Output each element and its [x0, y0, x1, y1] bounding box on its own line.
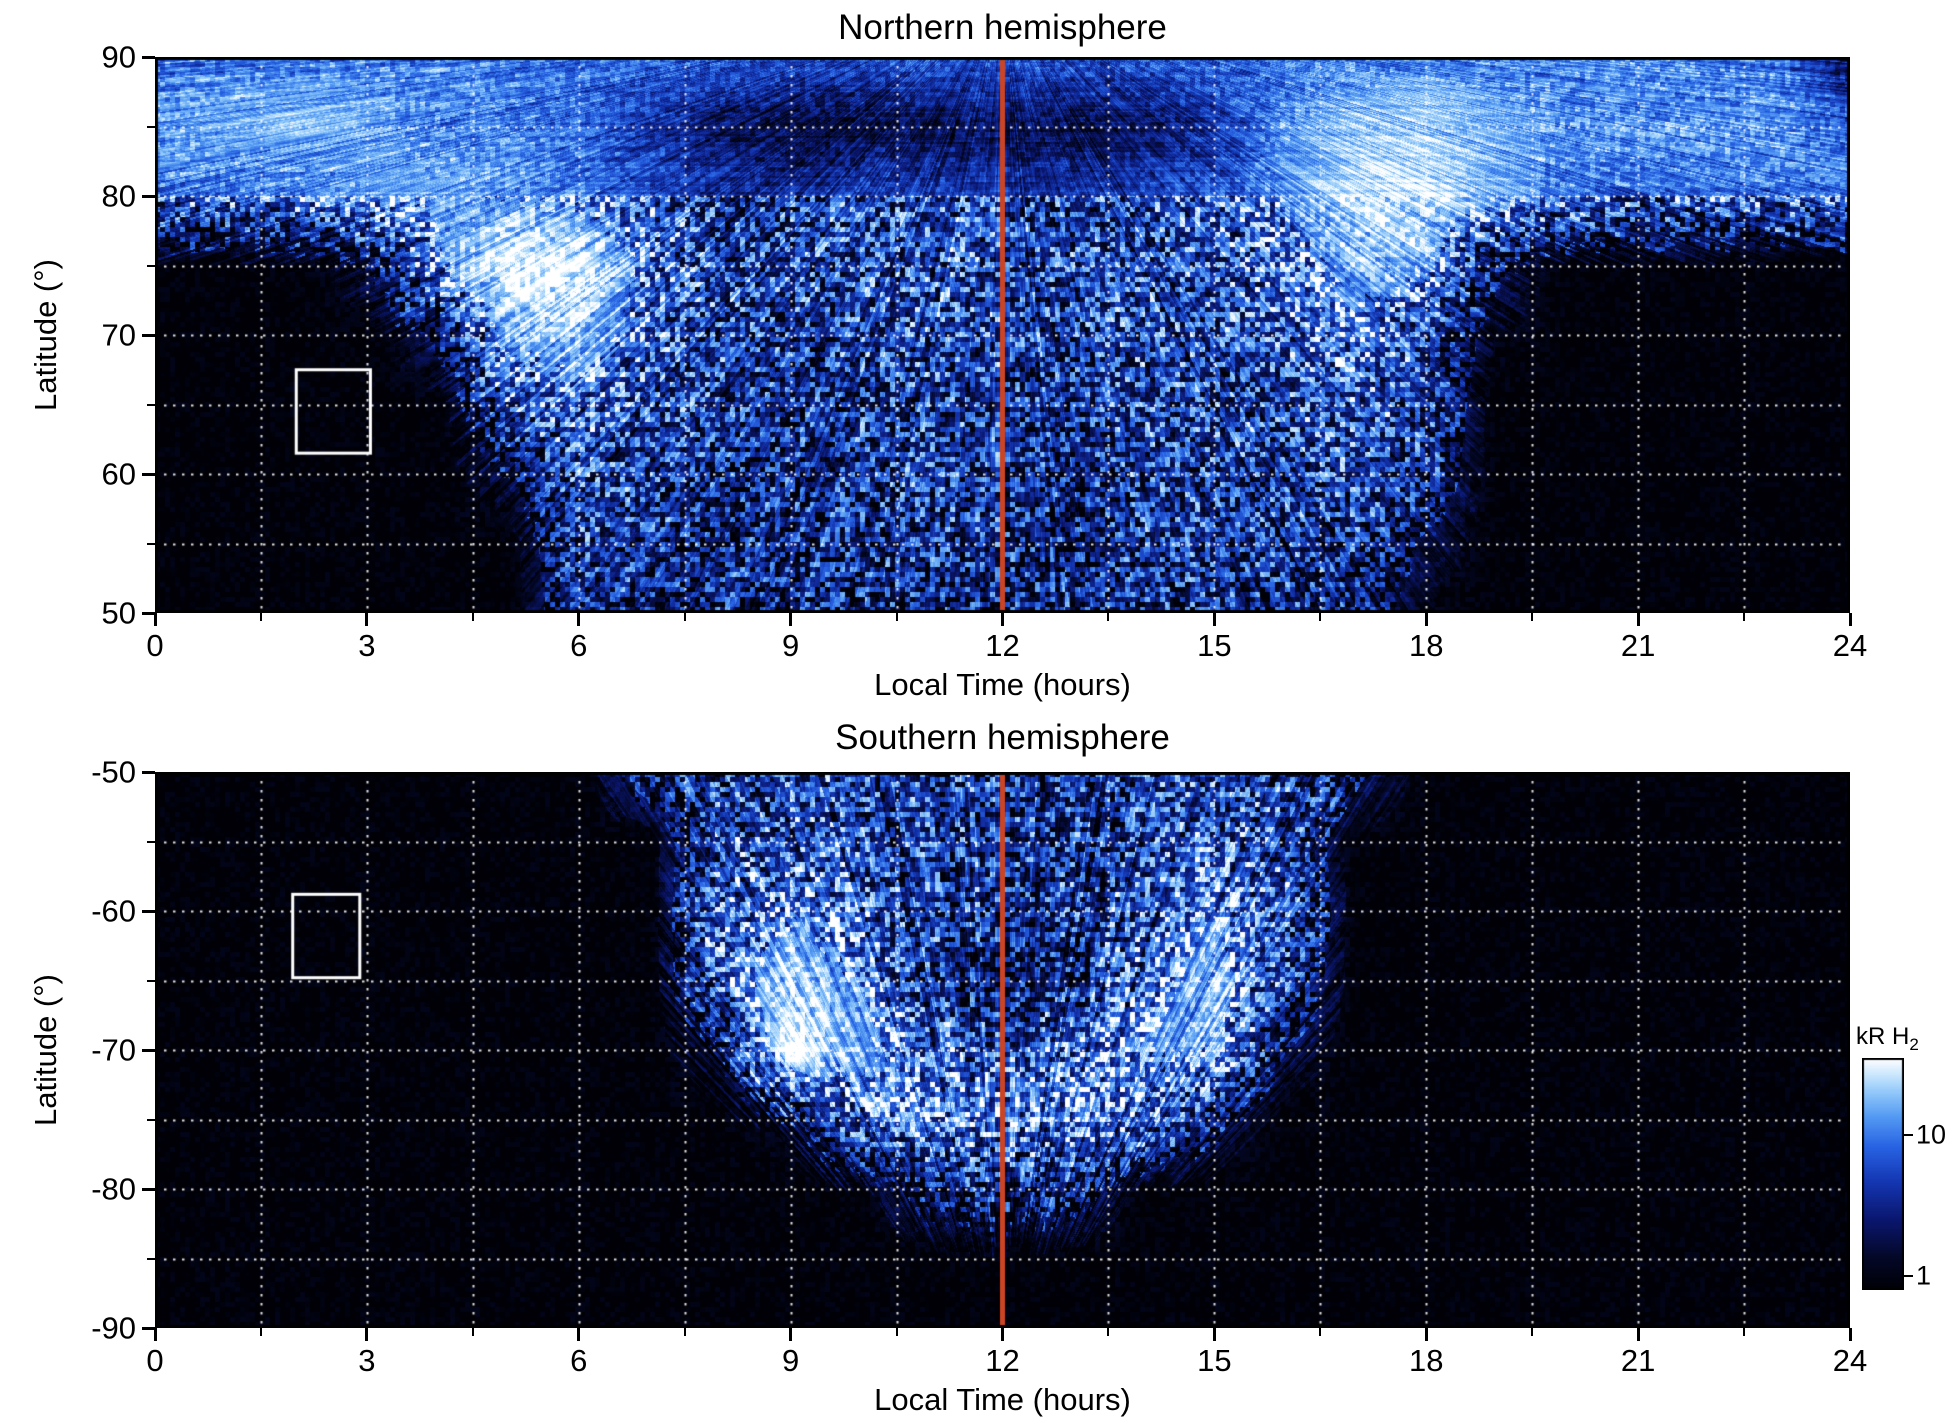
x-axis-major-tick: [153, 613, 157, 626]
colorbar-title-sub: 2: [1909, 1034, 1919, 1054]
y-axis-major-tick: [142, 333, 155, 337]
x-axis-minor-tick: [1531, 1328, 1534, 1336]
x-axis-minor-tick: [259, 1328, 262, 1336]
x-axis-major-tick: [1636, 613, 1640, 626]
x-tick-label-3: 3: [358, 628, 376, 663]
colorbar-tick: [1904, 1133, 1913, 1136]
x-axis-major-tick: [789, 1328, 793, 1341]
y-axis-major-tick: [142, 55, 155, 59]
x-axis-major-tick: [1848, 613, 1852, 626]
x-axis-major-tick: [1001, 613, 1004, 626]
x-axis-minor-tick: [1319, 613, 1322, 621]
y-axis-major-tick: [142, 611, 155, 615]
colorbar-tick-label-10: 10: [1916, 1119, 1947, 1150]
x-axis-major-tick: [577, 1328, 581, 1341]
x-axis-minor-tick: [259, 613, 262, 621]
y-tick-label--50: -50: [91, 754, 136, 790]
x-tick-label-24: 24: [1832, 628, 1868, 663]
x-axis-minor-tick: [1743, 1328, 1746, 1336]
y-tick-label--80: -80: [91, 1171, 136, 1207]
x-tick-label-6: 6: [570, 1343, 588, 1378]
x-axis-major-tick: [789, 613, 793, 626]
colorbar-gradient: [1862, 1058, 1904, 1290]
x-axis-major-tick: [1212, 1328, 1216, 1341]
x-axis-minor-tick: [1107, 613, 1110, 621]
x-tick-label-21: 21: [1620, 1343, 1656, 1378]
y-axis-major-tick: [142, 1326, 155, 1330]
x-tick-label-9: 9: [782, 1343, 800, 1378]
x-axis-minor-tick: [1107, 1328, 1110, 1336]
colorbar-title-main: kR H: [1856, 1023, 1910, 1050]
x-tick-label-18: 18: [1409, 1343, 1444, 1378]
x-axis-major-tick: [1212, 613, 1216, 626]
x-axis-minor-tick: [683, 1328, 686, 1336]
y-tick-label--60: -60: [91, 893, 136, 929]
y-axis-major-tick: [142, 909, 155, 913]
x-axis-major-tick: [1001, 1328, 1004, 1341]
x-axis-minor-tick: [1531, 613, 1534, 621]
x-axis-minor-tick: [1319, 1328, 1322, 1336]
x-tick-label-3: 3: [358, 1343, 376, 1378]
x-axis-major-tick: [1636, 1328, 1640, 1341]
x-tick-label-0: 0: [146, 628, 164, 663]
colorbar-title: kR H2: [1856, 1024, 1919, 1058]
y-axis-major-tick: [142, 1048, 155, 1052]
y-axis-minor-tick: [147, 542, 155, 545]
y-axis-major-tick: [142, 194, 155, 198]
x-axis-minor-tick: [895, 613, 898, 621]
y-axis-major-tick: [142, 472, 155, 476]
x-axis-major-tick: [1424, 1328, 1428, 1341]
x-tick-label-0: 0: [146, 1343, 164, 1378]
x-axis-major-tick: [1848, 1328, 1852, 1341]
x-axis-major-tick: [577, 613, 581, 626]
x-axis-minor-tick: [895, 1328, 898, 1336]
y-tick-label-70: 70: [101, 317, 136, 353]
y-axis-minor-tick: [147, 125, 155, 128]
y-tick-label-60: 60: [101, 456, 136, 492]
y-tick-label-90: 90: [101, 39, 136, 75]
y-axis-major-tick: [142, 770, 155, 774]
y-tick-label--70: -70: [91, 1032, 136, 1068]
north-x-axis-label: Local Time (hours): [874, 667, 1131, 702]
south-panel-title: Southern hemisphere: [835, 718, 1170, 757]
x-tick-label-15: 15: [1197, 628, 1232, 663]
x-tick-label-12: 12: [985, 628, 1020, 663]
x-axis-major-tick: [153, 1328, 157, 1341]
x-tick-label-21: 21: [1620, 628, 1656, 663]
colorbar-tick-label-1: 1: [1916, 1260, 1932, 1291]
y-tick-label-80: 80: [101, 178, 136, 214]
y-axis-minor-tick: [147, 979, 155, 982]
south-heatmap-canvas: [155, 772, 1850, 1328]
y-axis-minor-tick: [147, 840, 155, 843]
y-axis-minor-tick: [147, 264, 155, 267]
colorbar-tick: [1904, 1275, 1913, 1278]
south-x-axis-label: Local Time (hours): [874, 1382, 1131, 1417]
north-heatmap-canvas: [155, 57, 1850, 613]
y-tick-label-50: 50: [101, 595, 136, 631]
y-axis-minor-tick: [147, 403, 155, 406]
north-panel-title: Northern hemisphere: [838, 8, 1167, 47]
x-axis-minor-tick: [471, 1328, 474, 1336]
x-tick-label-12: 12: [985, 1343, 1020, 1378]
x-tick-label-15: 15: [1197, 1343, 1232, 1378]
y-tick-label--90: -90: [91, 1310, 136, 1346]
y-axis-major-tick: [142, 1187, 155, 1191]
x-axis-minor-tick: [471, 613, 474, 621]
x-axis-major-tick: [1424, 613, 1428, 626]
x-axis-minor-tick: [683, 613, 686, 621]
x-axis-major-tick: [365, 613, 369, 626]
x-axis-minor-tick: [1743, 613, 1746, 621]
x-axis-major-tick: [365, 1328, 369, 1341]
y-axis-minor-tick: [147, 1118, 155, 1121]
x-tick-label-24: 24: [1832, 1343, 1868, 1378]
x-tick-label-18: 18: [1409, 628, 1444, 663]
x-tick-label-9: 9: [782, 628, 800, 663]
x-tick-label-6: 6: [570, 628, 588, 663]
y-axis-minor-tick: [147, 1257, 155, 1260]
